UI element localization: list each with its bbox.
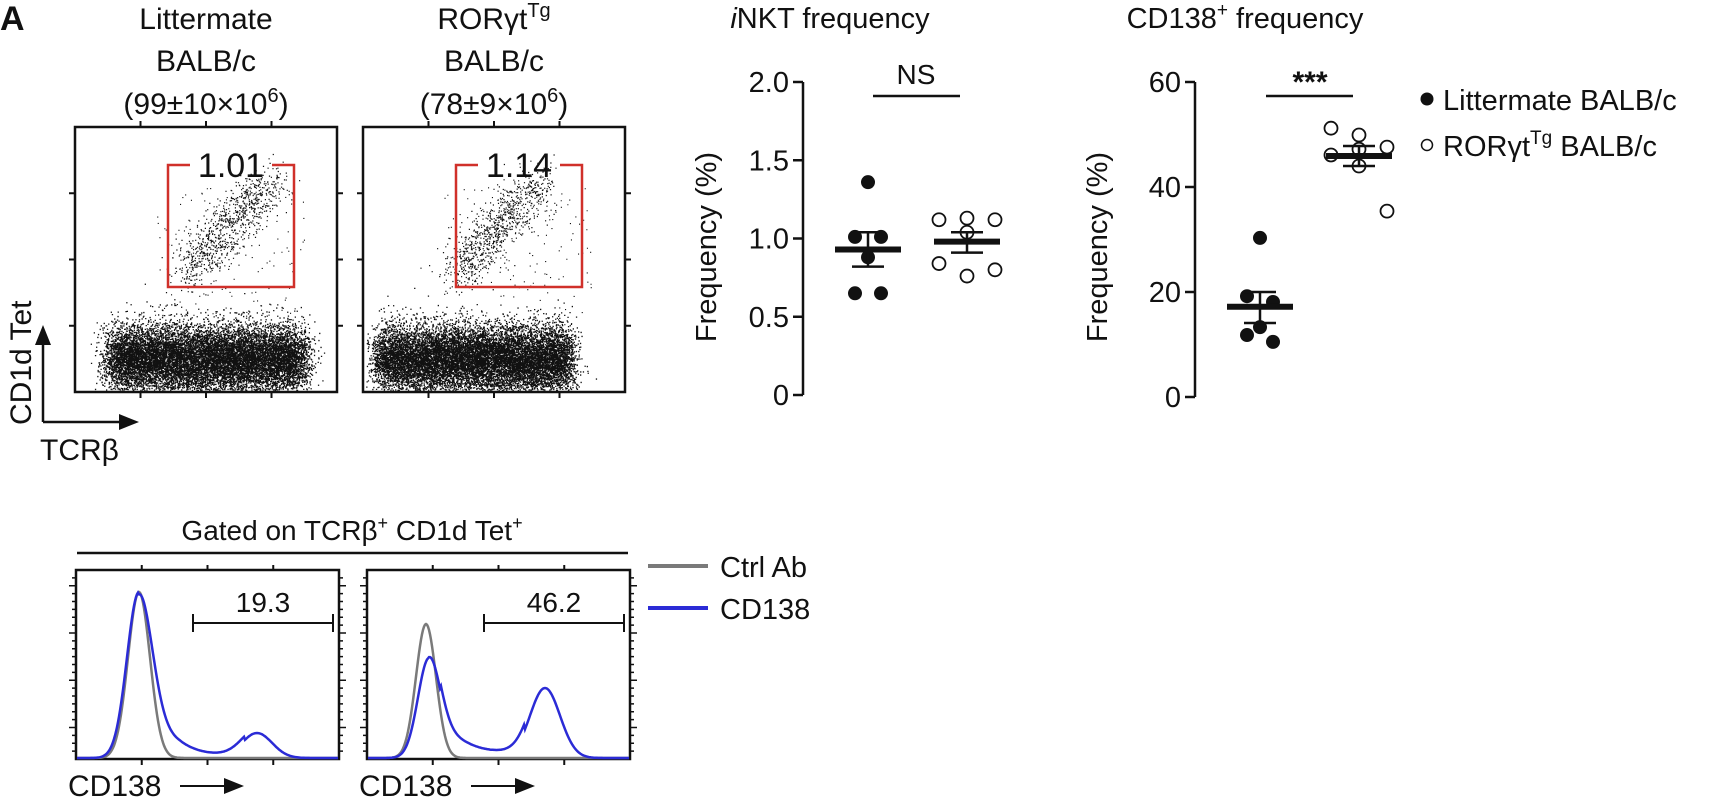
legend-marker-open bbox=[1420, 138, 1434, 152]
chart-title: CD138+ frequency bbox=[1127, 0, 1364, 35]
data-point-open bbox=[1351, 127, 1367, 143]
y-tick-label: 60 bbox=[1149, 67, 1181, 99]
data-point-filled bbox=[874, 286, 888, 301]
gate-percentage: 1.01 bbox=[198, 147, 264, 185]
flow-title-1-line2: BALB/c bbox=[156, 45, 256, 78]
data-point-filled bbox=[848, 286, 862, 301]
cd138-curve bbox=[368, 655, 629, 760]
flow-count-2: (78±9×106) bbox=[420, 85, 569, 121]
event-dots bbox=[366, 154, 598, 392]
data-point-open bbox=[1379, 203, 1395, 219]
flow-title-2-line2: BALB/c bbox=[444, 45, 544, 78]
gate-box bbox=[166, 163, 296, 289]
histogram-rorgt: 46.2 CD138 bbox=[359, 565, 637, 800]
y-axis-label: Frequency (%) bbox=[1082, 152, 1114, 342]
legend-label-ctrl: Ctrl Ab bbox=[720, 552, 807, 584]
y-tick-label: 1.5 bbox=[749, 145, 789, 177]
x-axis-label: CD138 bbox=[68, 770, 161, 800]
flow-y-label: CD1d Tet bbox=[5, 300, 38, 425]
chart-title: iNKT frequency bbox=[730, 3, 930, 35]
flow-title-2-line1: RORγtTg bbox=[437, 0, 550, 36]
x-axis-label: CD138 bbox=[359, 770, 452, 800]
y-axis-label: Frequency (%) bbox=[691, 152, 723, 342]
data-point-open bbox=[931, 256, 947, 271]
data-point-open bbox=[987, 212, 1003, 228]
y-tick-label: 0.5 bbox=[749, 302, 789, 334]
inkt-frequency-chart: iNKT frequency Frequency (%) NS 0 0.5 1.0 1… bbox=[691, 3, 1003, 412]
data-point-open bbox=[931, 212, 947, 228]
legend-marker-filled bbox=[1420, 92, 1434, 106]
arrow-right-icon bbox=[515, 778, 535, 794]
arrow-up-icon bbox=[35, 325, 51, 345]
data-point-filled bbox=[1253, 230, 1267, 245]
arrow-right-icon bbox=[119, 414, 139, 430]
data-point-filled bbox=[861, 175, 875, 190]
significance-label: *** bbox=[1292, 66, 1327, 99]
histogram-legend: Ctrl Ab CD138 bbox=[648, 552, 810, 626]
flow-plot-littermate: 1.01 bbox=[69, 121, 343, 398]
data-point-filled bbox=[1266, 334, 1280, 349]
gate-percentage: 19.3 bbox=[236, 587, 291, 618]
data-point-open bbox=[1379, 139, 1395, 155]
y-tick-label: 0 bbox=[1165, 382, 1181, 414]
data-point-open bbox=[959, 268, 975, 284]
data-point-open bbox=[959, 210, 975, 226]
flow-titles: Littermate BALB/c (99±10×106) RORγtTg BA… bbox=[123, 0, 568, 121]
histogram-header: Gated on TCRβ+ CD1d Tet+ bbox=[77, 513, 628, 555]
cd138-frequency-chart: CD138+ frequency Frequency (%) *** 0 20 40… bbox=[1082, 0, 1395, 414]
ctrl-ab-curve bbox=[368, 622, 629, 760]
flow-title-1-line1: Littermate bbox=[139, 3, 272, 36]
legend-label-littermate: Littermate BALB/c bbox=[1443, 85, 1677, 117]
y-tick-label: 40 bbox=[1149, 172, 1181, 204]
y-tick-label: 1.0 bbox=[749, 224, 789, 256]
significance-label: NS bbox=[897, 59, 936, 90]
legend-label-rorgt: RORγtTg BALB/c bbox=[1443, 128, 1657, 163]
dot-legend: Littermate BALB/c RORγtTg BALB/c bbox=[1420, 85, 1677, 163]
flow-plot-rorgt: 1.14 bbox=[357, 121, 631, 398]
legend-label-cd138: CD138 bbox=[720, 594, 810, 626]
panel-label: A bbox=[0, 0, 25, 38]
y-tick-label: 2.0 bbox=[749, 67, 789, 99]
flow-x-label: TCRβ bbox=[40, 434, 119, 467]
y-tick-label: 0 bbox=[773, 380, 789, 412]
gate-percentage: 46.2 bbox=[527, 587, 582, 618]
cd138-curve bbox=[77, 590, 338, 760]
flow-count-1: (99±10×106) bbox=[123, 85, 288, 121]
flow-axis-arrows: CD1d Tet TCRβ bbox=[5, 300, 139, 467]
histogram-littermate: 19.3 CD138 bbox=[68, 565, 346, 800]
plot-frame bbox=[365, 568, 632, 761]
arrow-right-icon bbox=[224, 778, 244, 794]
gated-on-label: Gated on TCRβ+ CD1d Tet+ bbox=[181, 513, 522, 546]
data-point-open bbox=[1323, 120, 1339, 136]
gate-box bbox=[454, 163, 584, 289]
gate-percentage: 1.14 bbox=[486, 147, 552, 185]
data-point-open bbox=[987, 262, 1003, 278]
event-dots bbox=[90, 153, 326, 392]
data-point-filled bbox=[1240, 328, 1254, 343]
y-tick-label: 20 bbox=[1149, 277, 1181, 309]
